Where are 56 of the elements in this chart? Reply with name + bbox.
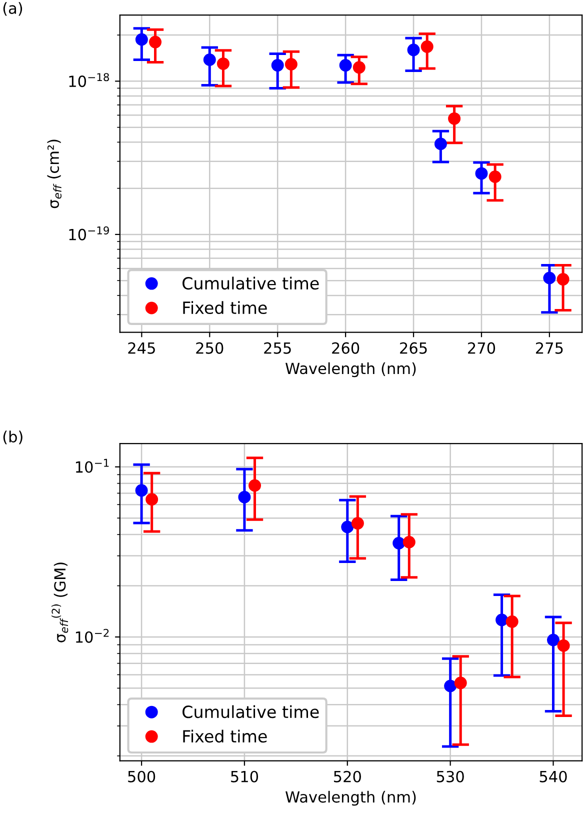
point xyxy=(496,614,508,626)
point xyxy=(434,138,447,150)
point xyxy=(488,170,502,183)
point xyxy=(444,680,457,692)
point xyxy=(392,536,406,550)
point xyxy=(146,493,158,506)
chart-title: (a) xyxy=(3,2,22,16)
point xyxy=(420,40,434,53)
legend-label: Cumulative time xyxy=(182,705,319,718)
y-tick-label: 10$^{−18}$ xyxy=(69,73,109,88)
point xyxy=(543,272,556,284)
y-axis-title: σ$_{eff}$$^{(2)}$ (GM) xyxy=(52,562,68,642)
y-tick-label: 10$^{−19}$ xyxy=(69,226,109,240)
chart-title: (b) xyxy=(3,430,22,444)
x-tick-label: 270 xyxy=(468,342,496,354)
point xyxy=(248,479,262,492)
x-tick-label: 530 xyxy=(436,770,464,782)
point xyxy=(135,484,148,497)
x-tick-label: 265 xyxy=(400,342,427,354)
point xyxy=(402,536,416,548)
x-tick-label: 260 xyxy=(332,342,360,354)
point xyxy=(238,490,251,504)
y-tick-label: 10$^{−1}$ xyxy=(76,458,109,473)
x-axis-title: Wavelength (nm) xyxy=(286,790,416,806)
point xyxy=(352,61,366,74)
x-tick-label: 245 xyxy=(128,342,155,354)
x-tick-label: 250 xyxy=(196,342,224,354)
point xyxy=(407,44,420,56)
point xyxy=(475,167,488,180)
point xyxy=(284,58,298,70)
point xyxy=(454,676,467,690)
x-tick-label: 510 xyxy=(231,770,258,782)
point xyxy=(216,57,230,70)
point xyxy=(271,59,284,72)
x-axis-title: Wavelength (nm) xyxy=(286,362,416,378)
legend-label: Fixed time xyxy=(183,730,267,743)
x-tick-label: 255 xyxy=(264,342,291,354)
x-tick-label: 520 xyxy=(334,770,361,782)
x-tick-label: 500 xyxy=(128,770,156,782)
point xyxy=(506,615,518,628)
x-tick-label: 275 xyxy=(536,342,563,354)
legend-label: Fixed time xyxy=(183,301,267,314)
point xyxy=(556,273,570,286)
point xyxy=(547,634,560,646)
point xyxy=(135,33,148,46)
point xyxy=(203,53,216,66)
point xyxy=(448,112,461,125)
point xyxy=(351,517,364,530)
point xyxy=(341,520,354,534)
x-tick-label: 540 xyxy=(540,770,567,782)
point xyxy=(149,36,162,48)
legend-label: Cumulative time xyxy=(182,276,319,290)
point xyxy=(339,59,352,72)
point xyxy=(557,639,570,652)
y-tick-label: 10$^{−2}$ xyxy=(76,628,109,643)
y-axis-title: σ$_{eff}$ (cm²) xyxy=(47,140,62,208)
